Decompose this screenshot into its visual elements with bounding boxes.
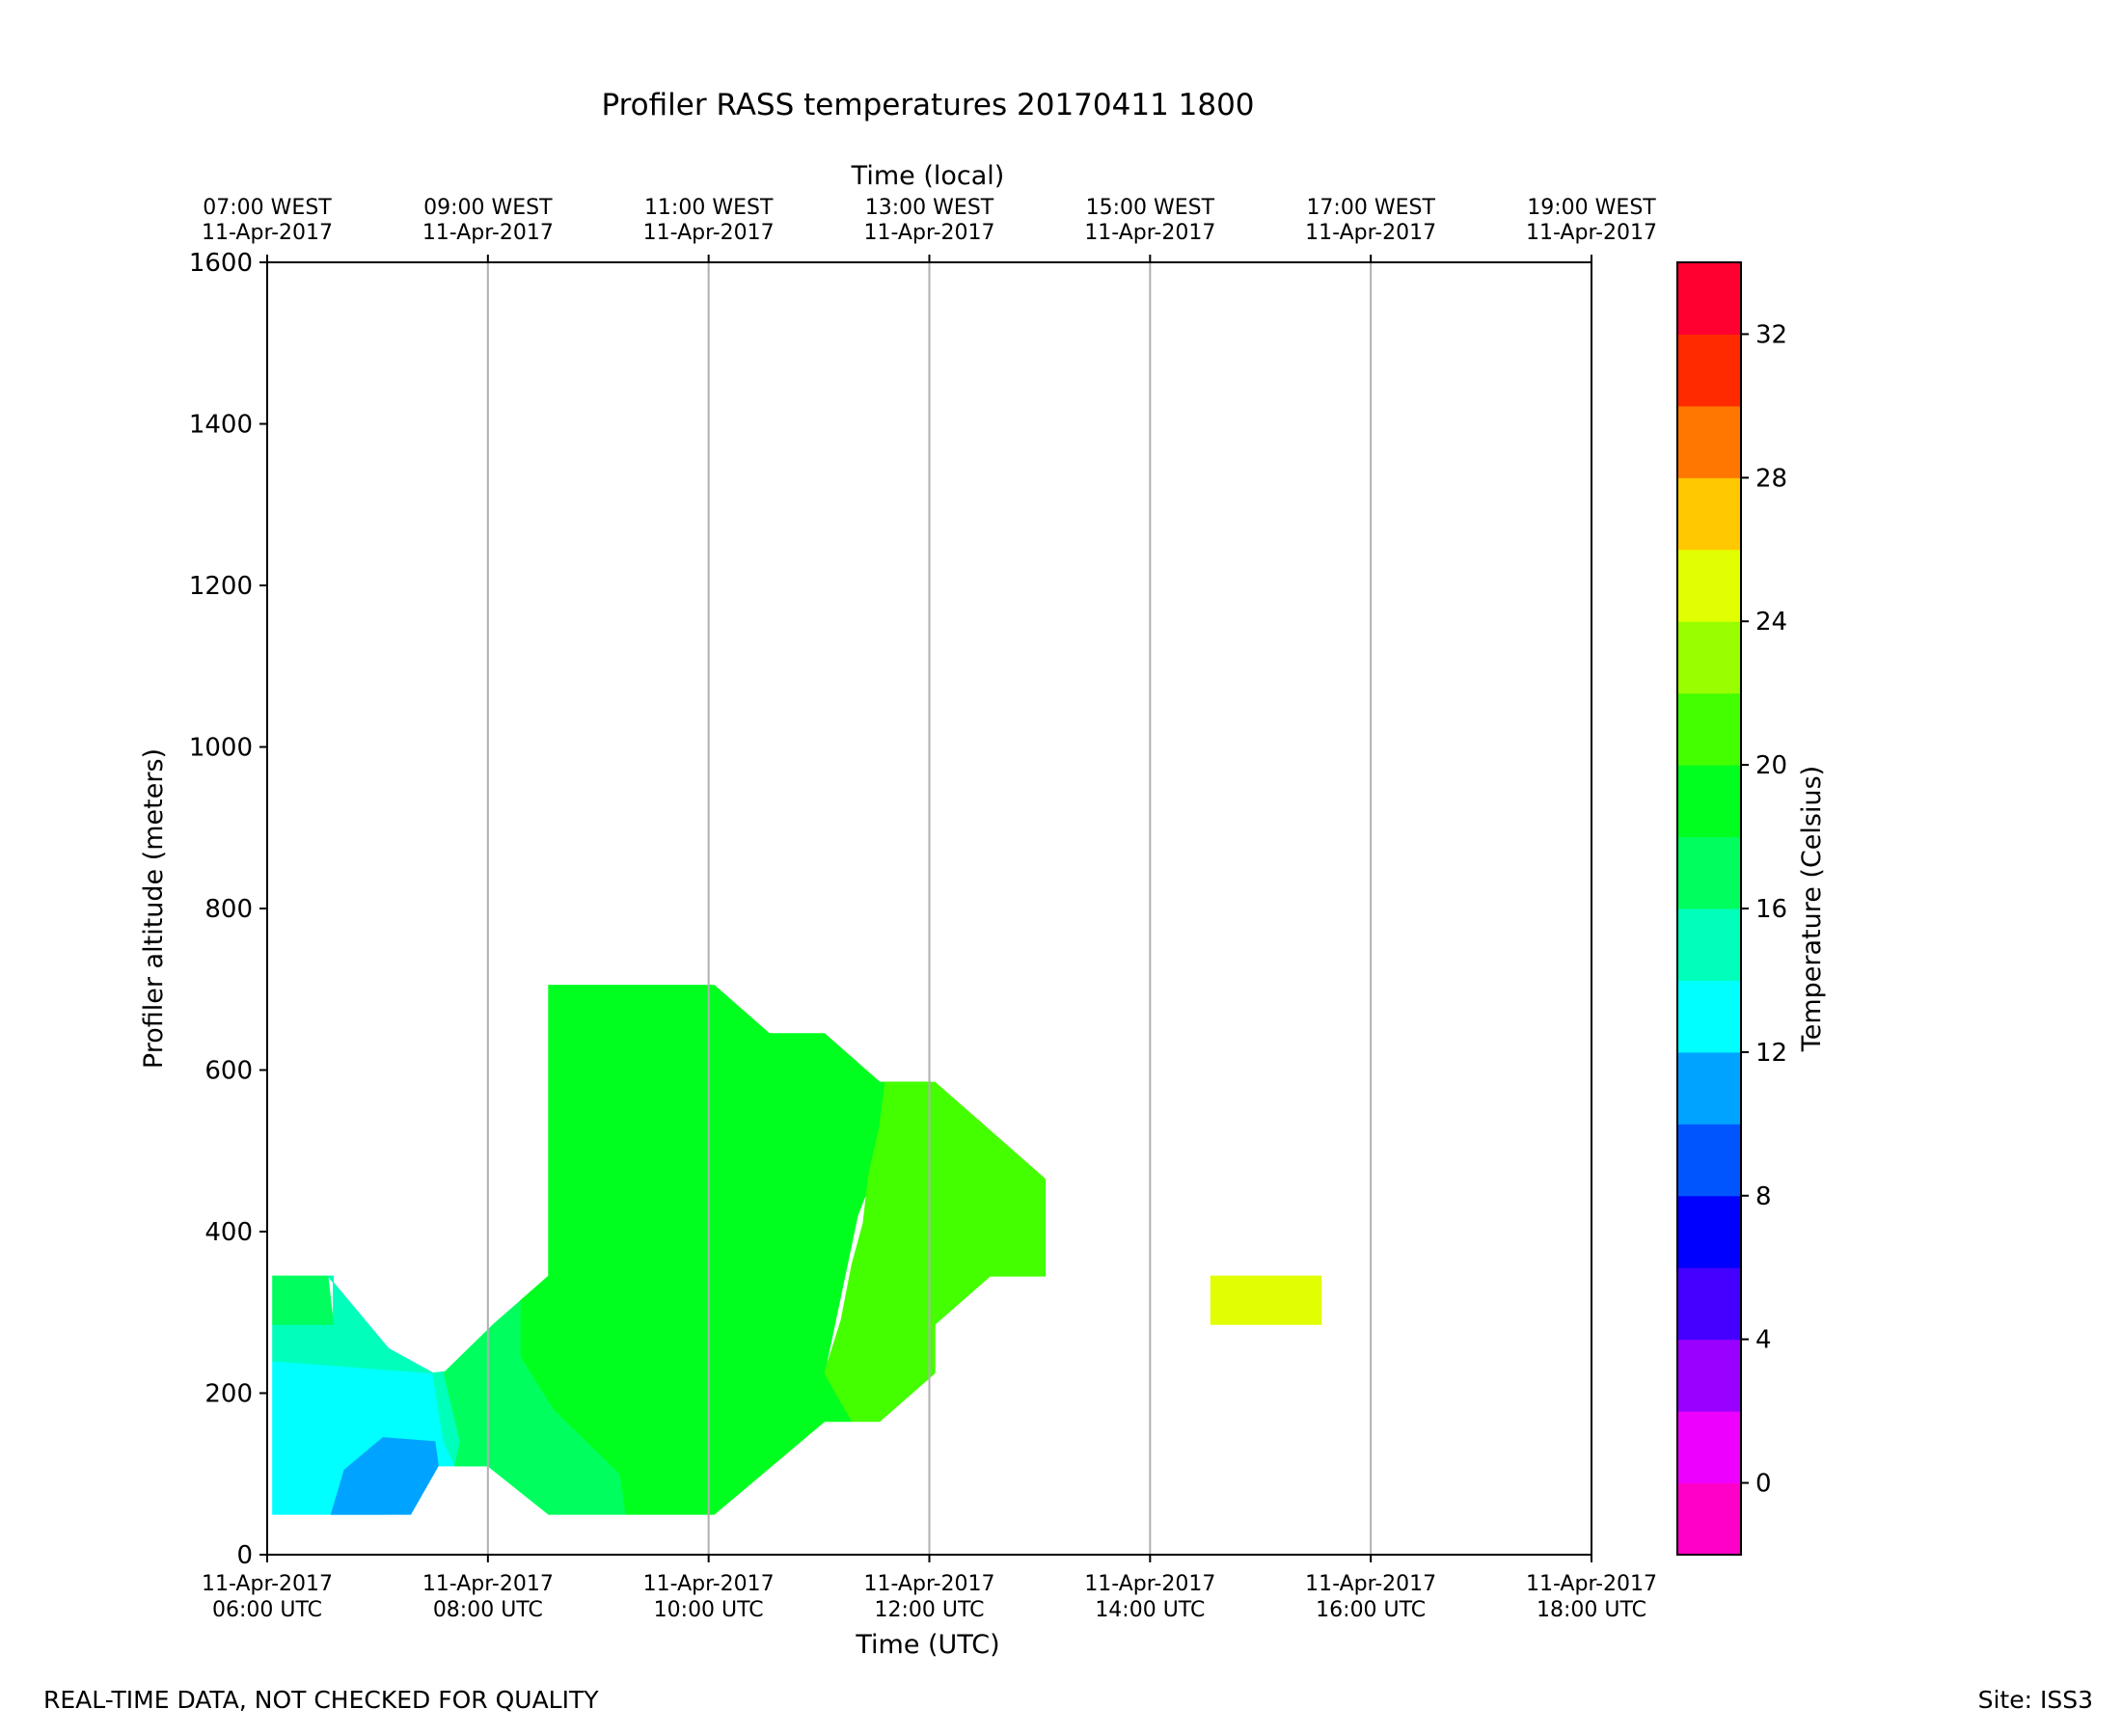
y-tick-label: 600 xyxy=(204,1057,253,1086)
x-top-tick-label-time: 07:00 WEST xyxy=(203,196,332,220)
x-top-tick-label-date: 11-Apr-2017 xyxy=(1526,221,1657,245)
x-top-tick-label-time: 17:00 WEST xyxy=(1306,196,1435,220)
x-tick-label-time: 12:00 UTC xyxy=(874,1598,984,1622)
region-blue-10-12 xyxy=(330,1437,439,1515)
x-tick-label-date: 11-Apr-2017 xyxy=(643,1572,775,1596)
colorbar-segment xyxy=(1677,549,1741,622)
colorbar-label: Temperature (Celsius) xyxy=(1797,766,1827,1052)
site-label: Site: ISS3 xyxy=(1977,1686,2093,1714)
y-tick-label: 1400 xyxy=(189,411,253,440)
x-tick-label-date: 11-Apr-2017 xyxy=(422,1572,554,1596)
x-top-tick-label-date: 11-Apr-2017 xyxy=(422,221,554,245)
region-spring-16-18-left xyxy=(272,1275,335,1325)
colorbar-segment xyxy=(1677,1482,1741,1556)
colorbar-segment xyxy=(1677,1195,1741,1268)
x-tick-label-time: 14:00 UTC xyxy=(1095,1598,1205,1622)
x-tick-label-date: 11-Apr-2017 xyxy=(1305,1572,1436,1596)
x-top-tick-label-time: 19:00 WEST xyxy=(1527,196,1656,220)
colorbar-segment xyxy=(1677,980,1741,1053)
x-tick-label-date: 11-Apr-2017 xyxy=(202,1572,333,1596)
colorbar-tick-label: 28 xyxy=(1755,464,1787,493)
y-axis-ticks: 0 200 400 600 800 1000 1200 1400 1600 xyxy=(189,249,267,1570)
y-tick-label: 800 xyxy=(204,895,253,924)
colorbar-ticks: 0 4 8 12 16 20 24 28 32 xyxy=(1741,320,1787,1499)
x-axis-top-label: Time (local) xyxy=(851,161,1005,191)
colorbar-tick-label: 4 xyxy=(1755,1326,1772,1355)
x-tick-label-time: 18:00 UTC xyxy=(1537,1598,1646,1622)
colorbar-segment xyxy=(1677,334,1741,407)
colorbar-segment xyxy=(1677,621,1741,694)
x-tick-label-time: 06:00 UTC xyxy=(212,1598,322,1622)
colorbar-segment xyxy=(1677,909,1741,981)
x-top-tick-label-time: 13:00 WEST xyxy=(865,196,994,220)
x-top-tick-label-date: 11-Apr-2017 xyxy=(643,221,775,245)
colorbar-segment xyxy=(1677,262,1741,335)
colorbar-tick-label: 24 xyxy=(1755,608,1787,637)
x-top-tick-label-date: 11-Apr-2017 xyxy=(1084,221,1215,245)
colorbar-segment xyxy=(1677,1339,1741,1412)
x-tick-label-date: 11-Apr-2017 xyxy=(1084,1572,1215,1596)
data-regions xyxy=(272,985,1322,1515)
colorbar-segment xyxy=(1677,765,1741,838)
colorbar-segment xyxy=(1677,1124,1741,1197)
x-tick-label-date: 11-Apr-2017 xyxy=(863,1572,994,1596)
y-tick-label: 1600 xyxy=(189,249,253,278)
x-axis-label: Time (UTC) xyxy=(855,1630,999,1660)
y-tick-label: 1000 xyxy=(189,734,253,763)
colorbar-tick-label: 20 xyxy=(1755,751,1787,780)
colorbar-segment xyxy=(1677,836,1741,909)
colorbar xyxy=(1677,262,1741,1556)
colorbar-segment xyxy=(1677,692,1741,766)
y-tick-label: 0 xyxy=(236,1541,253,1570)
colorbar-segment xyxy=(1677,1267,1741,1341)
x-top-tick-label-date: 11-Apr-2017 xyxy=(863,221,994,245)
x-top-tick-label-time: 15:00 WEST xyxy=(1086,196,1215,220)
x-top-tick-label-time: 09:00 WEST xyxy=(423,196,553,220)
vertical-grid xyxy=(486,262,1373,1555)
region-yellow-24-26 xyxy=(1210,1275,1322,1325)
colorbar-segment xyxy=(1677,405,1741,478)
x-top-tick-label-date: 11-Apr-2017 xyxy=(1305,221,1436,245)
colorbar-tick-label: 12 xyxy=(1755,1039,1787,1068)
y-axis-label: Profiler altitude (meters) xyxy=(139,748,169,1069)
chart-title: Profiler RASS temperatures 20170411 1800 xyxy=(601,88,1254,122)
colorbar-tick-label: 8 xyxy=(1755,1182,1772,1211)
y-tick-label: 400 xyxy=(204,1218,253,1247)
colorbar-tick-label: 16 xyxy=(1755,895,1787,924)
colorbar-segment xyxy=(1677,1051,1741,1125)
x-top-tick-label-time: 11:00 WEST xyxy=(644,196,774,220)
x-tick-label-time: 08:00 UTC xyxy=(433,1598,543,1622)
quality-disclaimer: REAL-TIME DATA, NOT CHECKED FOR QUALITY xyxy=(43,1686,599,1714)
colorbar-segment xyxy=(1677,477,1741,551)
y-tick-label: 1200 xyxy=(189,572,253,601)
colorbar-tick-label: 0 xyxy=(1755,1470,1772,1499)
x-tick-label-time: 10:00 UTC xyxy=(654,1598,764,1622)
region-lime-20-22 xyxy=(824,1081,1047,1423)
x-top-tick-label-date: 11-Apr-2017 xyxy=(202,221,333,245)
y-tick-label: 200 xyxy=(204,1380,253,1409)
x-tick-label-time: 16:00 UTC xyxy=(1316,1598,1426,1622)
x-tick-label-date: 11-Apr-2017 xyxy=(1526,1572,1657,1596)
colorbar-tick-label: 32 xyxy=(1755,320,1787,349)
colorbar-segment xyxy=(1677,1411,1741,1484)
